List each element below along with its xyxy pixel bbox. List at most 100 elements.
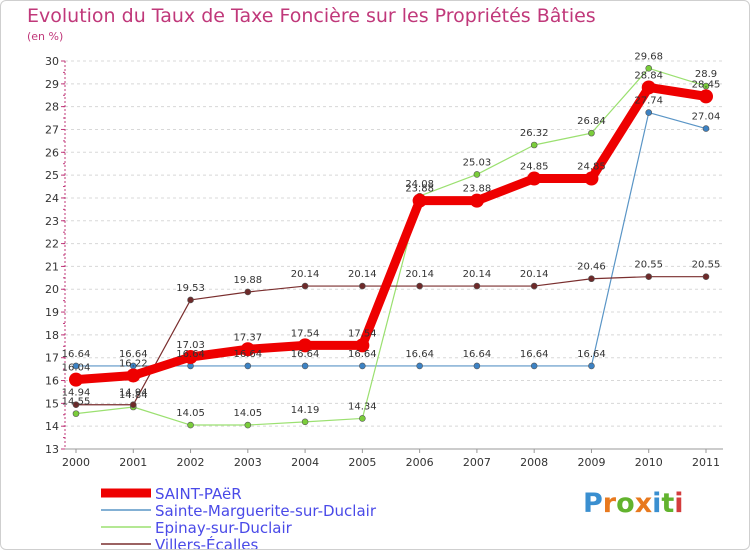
data-point: [187, 421, 194, 429]
data-label: 19.88: [233, 275, 262, 286]
x-tick-label: 2005: [348, 456, 376, 469]
x-tick-label: 2010: [635, 456, 663, 469]
x-tick-label: 2004: [291, 456, 319, 469]
data-point: [72, 401, 80, 409]
data-label: 27.04: [692, 112, 721, 123]
data-label: 14.55: [62, 397, 91, 408]
data-point: [187, 296, 194, 304]
y-tick-label: 21: [45, 260, 59, 273]
legend-swatch-saint-paer: [101, 488, 151, 498]
data-label: 20.14: [405, 269, 434, 280]
y-tick-label: 29: [45, 78, 59, 91]
data-point: [359, 415, 366, 422]
data-label: 17.37: [233, 332, 262, 343]
y-tick-label: 15: [45, 397, 59, 410]
data-point: [244, 288, 252, 296]
legend-item-sainte-marguerite: Sainte-Marguerite-sur-Duclair: [101, 502, 376, 520]
data-point: [702, 125, 710, 132]
legend-label: Villers-Écalles: [155, 535, 259, 550]
legend-item-villers: Villers-Écalles: [101, 535, 376, 550]
x-tick-label: 2002: [177, 456, 205, 469]
data-point: [301, 418, 309, 426]
data-label: 14.05: [176, 408, 205, 419]
series-line: [75, 276, 707, 406]
y-tick-label: 18: [45, 329, 59, 342]
data-label: 16.64: [520, 349, 549, 360]
data-point: [702, 273, 710, 280]
data-point: [412, 193, 427, 208]
data-label: 16.64: [577, 349, 606, 360]
data-label: 16.64: [405, 349, 434, 360]
data-label: 20.14: [463, 269, 492, 280]
data-label: 16.64: [119, 349, 148, 360]
data-point: [530, 362, 538, 370]
data-point: [183, 350, 198, 365]
legend-swatch-villers: [101, 543, 151, 545]
data-point: [588, 275, 595, 283]
legend: SAINT-PAëR Sainte-Marguerite-sur-Duclair…: [101, 484, 376, 550]
y-tick-label: 13: [45, 443, 59, 456]
data-label: 24.08: [405, 179, 434, 190]
y-tick-label: 16: [45, 375, 59, 388]
legend-label: Epinay-sur-Duclair: [155, 518, 292, 537]
data-label: 14.94: [62, 388, 91, 399]
data-label: 16.64: [62, 349, 91, 360]
data-point: [584, 171, 599, 186]
data-label: 19.53: [176, 283, 205, 294]
data-point: [588, 362, 595, 370]
data-label: 26.32: [520, 128, 549, 139]
x-tick-label: 2008: [520, 456, 548, 469]
data-label: 17.03: [176, 340, 205, 351]
data-label: 16.64: [176, 349, 205, 360]
proxiti-logo: Proxiti: [583, 488, 684, 519]
legend-label: SAINT-PAëR: [155, 484, 242, 503]
data-point: [72, 362, 80, 370]
legend-item-epinay: Epinay-sur-Duclair: [101, 518, 376, 537]
x-tick-label: 2003: [234, 456, 262, 469]
data-label: 29.68: [634, 51, 663, 62]
x-tick-label: 2000: [62, 456, 90, 469]
data-point: [240, 342, 255, 357]
data-point: [645, 273, 653, 280]
series-line: [75, 67, 707, 426]
data-point: [301, 282, 309, 290]
data-label: 16.22: [119, 359, 148, 370]
y-tick-label: 28: [45, 101, 59, 114]
series-line: [71, 82, 711, 385]
data-label: 17.54: [348, 328, 377, 339]
legend-item-saint-paer: SAINT-PAëR: [101, 484, 376, 503]
x-tick-label: 2001: [119, 456, 147, 469]
data-label: 20.14: [348, 269, 377, 280]
data-point: [473, 282, 481, 290]
data-point: [527, 171, 542, 186]
data-point: [69, 372, 83, 387]
y-tick-label: 17: [45, 352, 59, 365]
data-point: [469, 193, 484, 208]
x-tick-label: 2007: [463, 456, 491, 469]
data-label: 28.84: [634, 70, 663, 81]
data-label: 20.14: [291, 269, 320, 280]
data-label: 16.64: [291, 349, 320, 360]
data-point: [72, 410, 80, 417]
data-label: 20.46: [577, 262, 606, 273]
data-point: [355, 338, 370, 353]
data-point: [645, 65, 653, 72]
chart-title: Evolution du Taux de Taxe Foncière sur l…: [27, 5, 596, 27]
y-tick-label: 30: [45, 55, 59, 68]
data-label: 20.14: [520, 269, 549, 280]
data-label: 14.94: [119, 388, 148, 399]
y-tick-label: 14: [45, 420, 59, 433]
data-label: 17.54: [291, 328, 320, 339]
y-axis-unit: (en %): [27, 30, 64, 43]
data-label: 28.9: [695, 69, 717, 80]
data-label: 26.84: [577, 116, 606, 127]
data-point: [473, 362, 481, 370]
data-label: 16.64: [463, 349, 492, 360]
data-label: 20.55: [634, 260, 663, 271]
data-point: [416, 282, 423, 290]
x-tick-label: 2011: [692, 456, 720, 469]
data-point: [530, 282, 538, 290]
data-label: 28.45: [692, 79, 721, 90]
